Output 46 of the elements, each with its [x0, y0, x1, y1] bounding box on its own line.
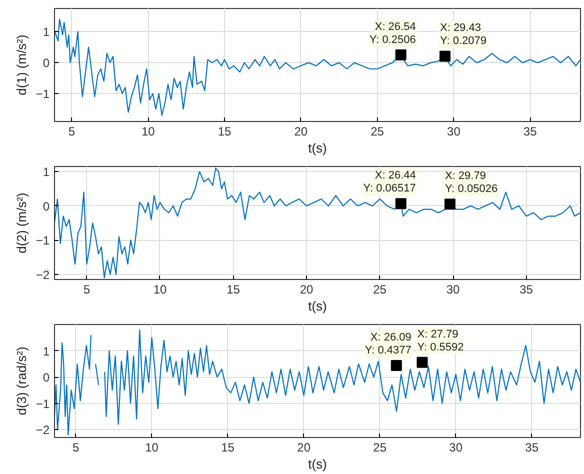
x-tick-label: 10	[145, 440, 159, 454]
x-tick-label: 15	[221, 440, 235, 454]
y-axis-title: d(2) (m/s²)	[14, 192, 29, 254]
x-tick-label: 20	[294, 124, 308, 138]
annotation: X: 26.44 Y: 0.06517	[363, 170, 416, 195]
y-axis-title: d(3) (rad/s²)	[14, 346, 29, 416]
x-tick-label: 25	[373, 282, 387, 296]
y-tick-label: 0	[42, 56, 50, 70]
y-tick-label: −2	[36, 268, 50, 282]
x-tick-label: 5	[83, 282, 90, 296]
x-tick-label: 25	[373, 440, 387, 454]
y-tick-label: 1	[42, 25, 50, 40]
x-tick-label: 20	[297, 440, 311, 454]
x-tick-label: 15	[218, 124, 232, 138]
x-tick-label: 10	[141, 124, 156, 138]
x-axis-title: t(s)	[308, 456, 327, 472]
x-tick-label: 30	[447, 124, 461, 138]
line-series	[54, 18, 580, 116]
annotation: X: 27.79 Y: 0.5592	[417, 328, 464, 354]
y-tick-label: −1	[36, 87, 50, 102]
annotation: X: 29.43 Y: 0.2079	[440, 22, 486, 48]
y-axis-title: d(1) (m/s²)	[14, 34, 29, 96]
x-tick-label: 15	[226, 282, 240, 296]
x-tick-label: 30	[446, 282, 460, 296]
y-tick-label: 0	[42, 199, 50, 214]
x-tick-label: 5	[72, 440, 80, 454]
x-tick-label: 25	[370, 124, 384, 138]
y-tick-label: 0	[42, 370, 50, 385]
y-tick-label: −1	[36, 396, 50, 411]
y-tick-label: −1	[36, 234, 50, 248]
line-series	[54, 168, 580, 278]
x-tick-label: 5	[68, 124, 76, 138]
x-tick-label: 30	[449, 440, 463, 454]
annotation: X: 26.09 Y: 0.4377	[364, 332, 412, 357]
annotation: X: 29.79 Y: 0.05026	[444, 170, 498, 196]
y-tick-label: 1	[42, 344, 50, 358]
x-tick-label: 35	[525, 440, 539, 454]
x-tick-label: 20	[300, 282, 314, 296]
x-tick-label: 35	[520, 282, 534, 296]
annotation: X: 26.54 Y: 0.2506	[369, 20, 416, 46]
y-tick-label: −2	[36, 423, 50, 438]
y-tick-label: 1	[42, 165, 50, 180]
x-axis-title: t(s)	[308, 140, 327, 156]
x-tick-label: 35	[523, 124, 538, 138]
x-axis-title: t(s)	[308, 298, 327, 314]
x-tick-label: 10	[153, 282, 167, 296]
